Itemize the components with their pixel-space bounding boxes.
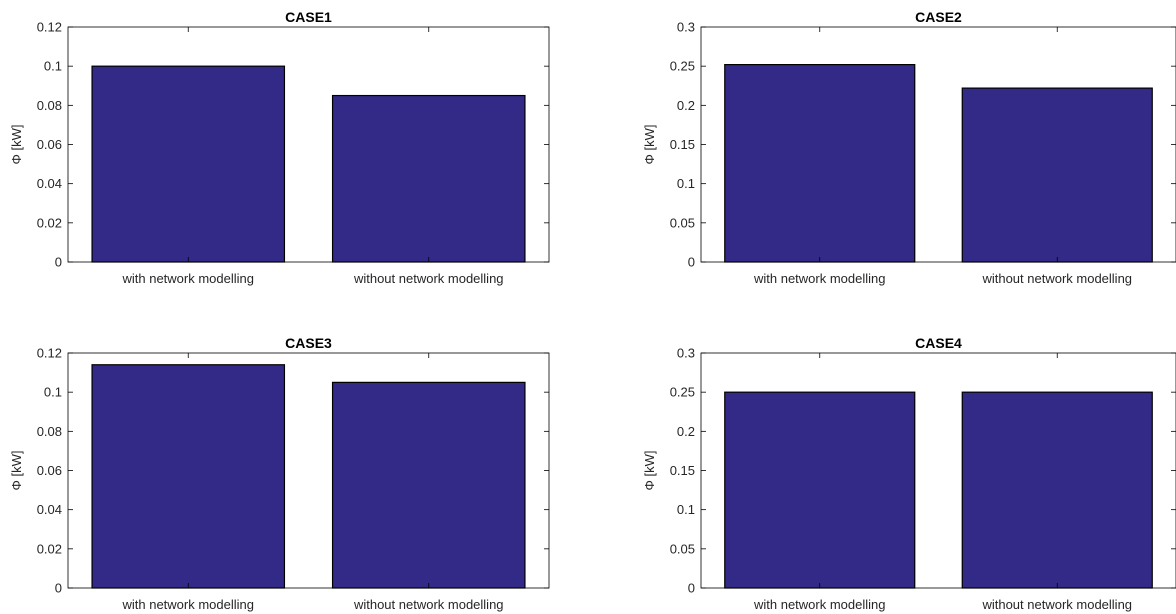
- bar-1: [91, 364, 286, 589]
- y-tick-label: 0.08: [37, 98, 62, 113]
- y-axis-label: Φ [kW]: [9, 125, 24, 165]
- y-tick-label: 0.3: [677, 346, 695, 361]
- x-tick-label: without network modelling: [353, 271, 504, 286]
- y-axis-label: Φ [kW]: [642, 125, 657, 165]
- chart-title: CASE1: [285, 9, 332, 25]
- y-axis-label: Φ [kW]: [642, 451, 657, 491]
- subplot-case1: 0 0.02 0.04 0.06 0.08 0.1 0.12 with network mod…: [9, 9, 550, 286]
- chart-title: CASE3: [285, 335, 332, 351]
- y-tick-label: 0.2: [677, 424, 695, 439]
- bar-2: [331, 94, 526, 263]
- y-tick-label: 0.1: [677, 502, 695, 517]
- y-tick-label: 0.02: [37, 215, 62, 230]
- bar-2: [961, 87, 1153, 263]
- y-tick-label: 0.25: [670, 385, 695, 400]
- bar-2: [331, 381, 526, 589]
- y-tick-label: 0.12: [37, 20, 62, 35]
- subplot-case4: 0 0.05 0.1 0.15 0.2 0.25 0.3 with network model…: [642, 335, 1176, 612]
- y-tick-label: 0.15: [670, 463, 695, 478]
- x-tick-label: with network modelling: [121, 597, 254, 612]
- y-axis-label: Φ [kW]: [9, 451, 24, 491]
- bar-1: [91, 65, 286, 263]
- y-tick-label: 0.06: [37, 463, 62, 478]
- x-tick-label: without network modelling: [981, 271, 1132, 286]
- y-tick-label: 0: [55, 255, 62, 270]
- x-tick-label: with network modelling: [753, 597, 886, 612]
- y-tick-label: 0.06: [37, 137, 62, 152]
- x-tick-label: without network modelling: [353, 597, 504, 612]
- bar-2: [961, 391, 1153, 589]
- bar-1: [724, 391, 916, 589]
- y-tick-label: 0.1: [44, 385, 62, 400]
- y-tick-label: 0.2: [677, 98, 695, 113]
- y-tick-label: 0.05: [670, 541, 695, 556]
- y-tick-label: 0.04: [37, 502, 62, 517]
- y-tick-label: 0: [55, 581, 62, 596]
- y-tick-label: 0: [688, 581, 695, 596]
- y-tick-label: 0.25: [670, 59, 695, 74]
- y-tick-label: 0.08: [37, 424, 62, 439]
- y-tick-label: 0.02: [37, 541, 62, 556]
- x-tick-label: without network modelling: [981, 597, 1132, 612]
- y-tick-label: 0.3: [677, 20, 695, 35]
- y-tick-label: 0.15: [670, 137, 695, 152]
- x-tick-label: with network modelling: [753, 271, 886, 286]
- y-tick-label: 0.05: [670, 215, 695, 230]
- subplot-case2: 0 0.05 0.1 0.15 0.2 0.25 0.3 with network model…: [642, 9, 1176, 286]
- y-tick-label: 0.12: [37, 346, 62, 361]
- chart-title: CASE4: [915, 335, 962, 351]
- bar-1: [724, 63, 916, 263]
- x-tick-label: with network modelling: [121, 271, 254, 286]
- y-tick-label: 0.04: [37, 176, 62, 191]
- y-tick-label: 0: [688, 255, 695, 270]
- chart-title: CASE2: [915, 9, 962, 25]
- y-tick-label: 0.1: [44, 59, 62, 74]
- y-tick-label: 0.1: [677, 176, 695, 191]
- subplot-case3: 0 0.02 0.04 0.06 0.08 0.1 0.12 with network mod…: [9, 335, 550, 612]
